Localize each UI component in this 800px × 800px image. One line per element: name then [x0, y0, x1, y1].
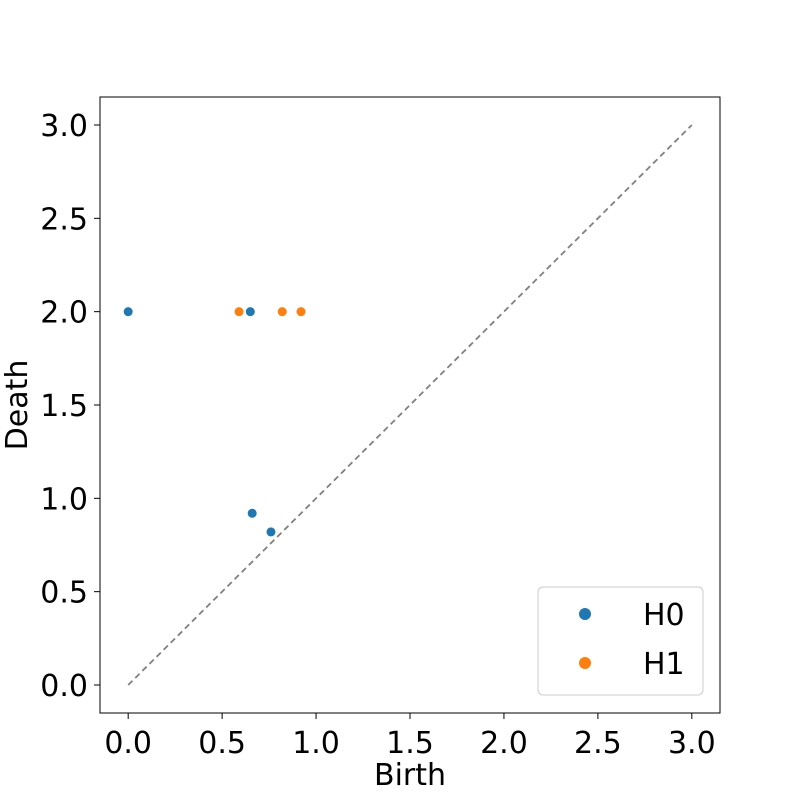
h1-point [277, 307, 287, 317]
y-tick-label: 2.0 [40, 296, 88, 331]
x-tick-label: 1.0 [292, 726, 340, 761]
h1-point [296, 307, 306, 317]
legend-label-h0: H0 [643, 598, 685, 633]
h0-point [123, 307, 133, 317]
x-tick-label: 0.5 [198, 726, 246, 761]
legend-marker-h1 [579, 657, 591, 669]
diagonal-line [127, 124, 693, 686]
y-axis-label: Death [0, 360, 35, 451]
y-tick-label: 2.5 [40, 202, 88, 237]
h0-point [266, 527, 276, 537]
h0-point [245, 307, 255, 317]
x-tick-label: 0.0 [104, 726, 152, 761]
x-tick-label: 2.0 [480, 726, 528, 761]
x-tick-label: 2.5 [574, 726, 622, 761]
y-tick-label: 1.5 [40, 389, 88, 424]
y-tick-label: 0.0 [40, 669, 88, 704]
x-axis: 0.0 0.5 1.0 1.5 2.0 2.5 3.0 [104, 713, 716, 761]
legend-label-h1: H1 [643, 647, 685, 682]
h0-point [247, 508, 257, 518]
y-axis: 0.0 0.5 1.0 1.5 2.0 2.5 3.0 [40, 109, 100, 704]
y-tick-label: 3.0 [40, 109, 88, 144]
x-tick-label: 3.0 [668, 726, 716, 761]
y-tick-label: 0.5 [40, 576, 88, 611]
x-axis-label: Birth [374, 758, 446, 793]
y-tick-label: 1.0 [40, 482, 88, 517]
diagonal-layer [127, 124, 693, 686]
h1-point [234, 307, 244, 317]
legend-marker-h0 [579, 608, 591, 620]
points-layer [123, 307, 306, 537]
x-tick-label: 1.5 [386, 726, 434, 761]
